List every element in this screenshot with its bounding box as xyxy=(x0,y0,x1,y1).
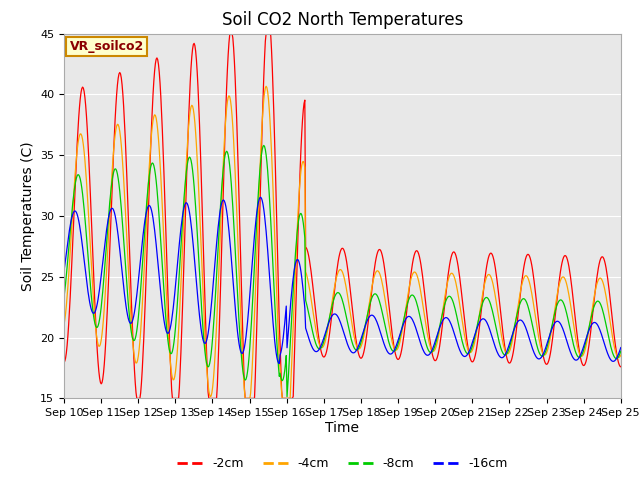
-2cm xyxy=(412,249,419,254)
-8cm xyxy=(214,259,221,264)
Y-axis label: Soil Temperatures (C): Soil Temperatures (C) xyxy=(20,141,35,291)
-16cm xyxy=(60,268,68,274)
-8cm xyxy=(260,143,268,148)
-2cm xyxy=(428,349,436,355)
-4cm xyxy=(412,270,419,276)
Line: -8cm: -8cm xyxy=(64,145,621,396)
-16cm xyxy=(412,324,419,330)
-8cm xyxy=(283,394,291,399)
-4cm xyxy=(70,186,78,192)
Line: -4cm: -4cm xyxy=(64,86,621,398)
-16cm xyxy=(184,203,192,208)
-16cm xyxy=(617,345,625,350)
-8cm xyxy=(428,349,436,355)
-4cm xyxy=(241,396,249,401)
-8cm xyxy=(617,348,625,354)
-8cm xyxy=(412,297,419,302)
-2cm xyxy=(127,298,135,304)
-8cm xyxy=(127,330,135,336)
Line: -16cm: -16cm xyxy=(64,197,621,363)
-2cm xyxy=(185,114,193,120)
-16cm xyxy=(70,209,78,215)
-8cm xyxy=(70,189,78,194)
X-axis label: Time: Time xyxy=(325,421,360,435)
-16cm xyxy=(275,360,283,366)
-16cm xyxy=(428,348,436,353)
-4cm xyxy=(617,352,625,358)
-4cm xyxy=(127,321,135,326)
-4cm xyxy=(184,133,192,139)
-16cm xyxy=(127,320,135,326)
-4cm xyxy=(60,322,68,327)
-2cm xyxy=(227,31,234,36)
-2cm xyxy=(60,359,68,365)
-4cm xyxy=(214,305,221,311)
-2cm xyxy=(214,362,222,368)
-8cm xyxy=(60,294,68,300)
Line: -2cm: -2cm xyxy=(64,34,621,398)
-4cm xyxy=(428,348,436,353)
Text: VR_soilco2: VR_soilco2 xyxy=(70,40,144,53)
-4cm xyxy=(262,84,270,89)
-2cm xyxy=(133,396,141,401)
-16cm xyxy=(214,232,221,238)
Title: Soil CO2 North Temperatures: Soil CO2 North Temperatures xyxy=(221,11,463,29)
-2cm xyxy=(617,364,625,370)
-8cm xyxy=(184,158,192,164)
Legend: -2cm, -4cm, -8cm, -16cm: -2cm, -4cm, -8cm, -16cm xyxy=(172,452,513,475)
-2cm xyxy=(70,208,78,214)
-16cm xyxy=(257,194,264,200)
